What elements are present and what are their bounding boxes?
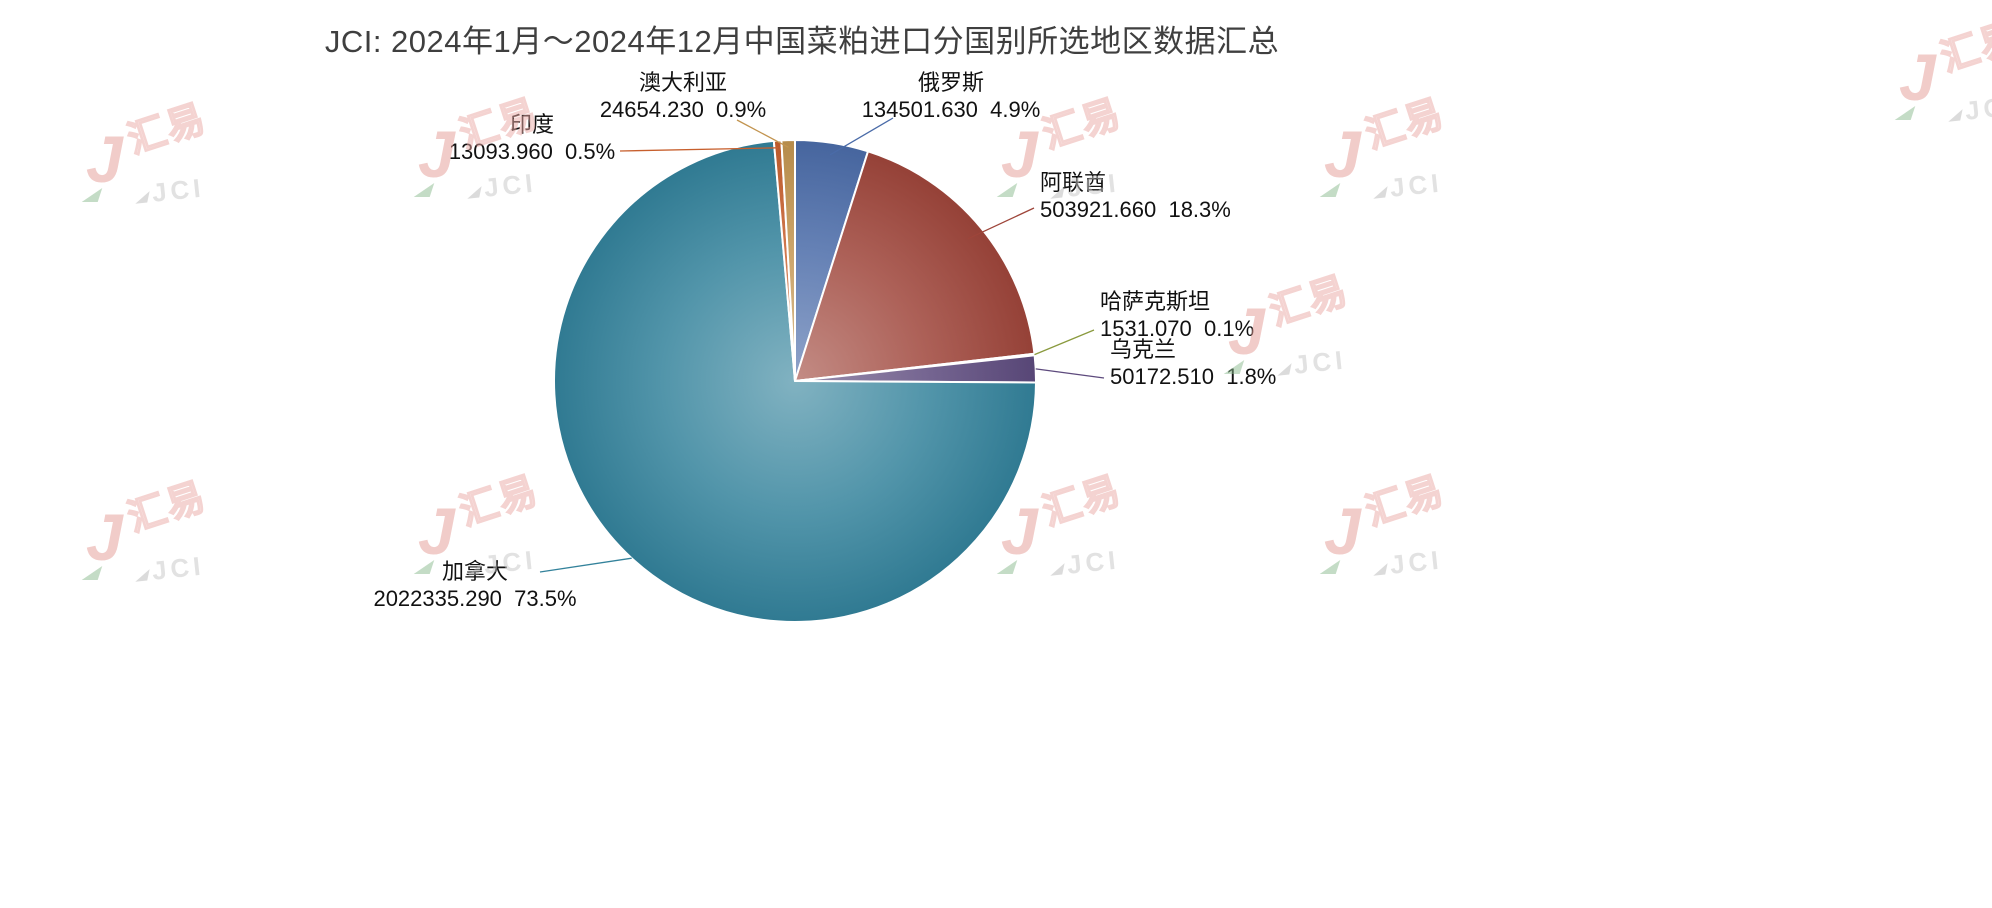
slice-labels-group: 俄罗斯 134501.630 4.9% 阿联酋 503921.660 18.3% 哈萨克…	[373, 70, 1276, 611]
leader-line-3	[1035, 368, 1105, 379]
leader-line-0	[829, 117, 894, 156]
pie-slice-6	[780, 139, 796, 382]
leader-line-1	[967, 207, 1035, 240]
leader-line-4	[539, 557, 632, 573]
slice-label-4: 加拿大 2022335.290 73.5%	[373, 559, 576, 611]
pie-slice-1	[794, 150, 1036, 382]
slice-label-1: 阿联酋 503921.660 18.3%	[1040, 170, 1231, 222]
chart-title: JCI: 2024年1月～2024年12月中国菜粕进口分国别所选地区数据汇总	[324, 24, 1280, 59]
slice-label-0: 俄罗斯 134501.630 4.9%	[862, 70, 1041, 122]
slice-label-6: 澳大利亚 24654.230 0.9%	[600, 70, 766, 122]
pie-slices-group	[553, 139, 1038, 623]
leader-lines-group	[539, 117, 1105, 573]
leader-line-5	[619, 147, 779, 152]
slice-label-3: 乌克兰 50172.510 1.8%	[1110, 337, 1276, 389]
slice-label-5: 印度 13093.960 0.5%	[449, 112, 615, 164]
leader-line-6	[736, 119, 789, 148]
slice-label-2: 哈萨克斯坦 1531.070 0.1%	[1100, 289, 1254, 341]
leader-line-2	[1034, 329, 1095, 356]
